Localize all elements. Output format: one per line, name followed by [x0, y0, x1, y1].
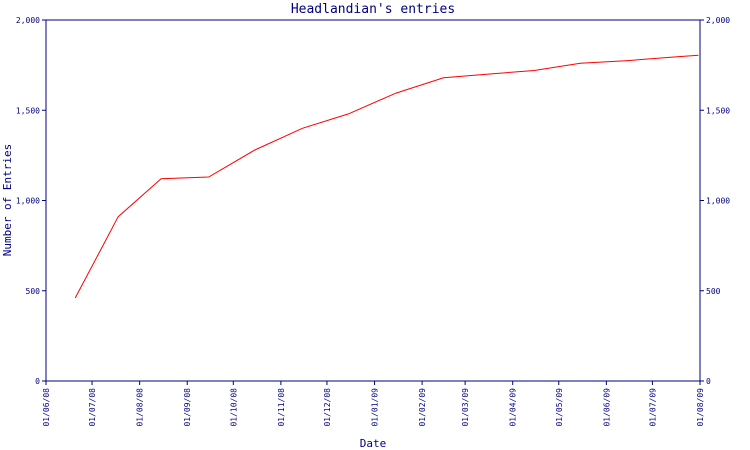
- y-tick-label-right: 1,000: [706, 197, 730, 206]
- x-axis-title: Date: [360, 437, 387, 450]
- y-tick-label-right: 1,500: [706, 106, 730, 115]
- x-tick-label: 01/11/08: [277, 388, 286, 427]
- x-tick-label: 01/07/09: [648, 388, 657, 427]
- y-axis-left: 0 500 1,000 1,500 2,000: [16, 16, 46, 386]
- x-tick-label: 01/06/09: [602, 388, 611, 427]
- x-tick-label: 01/07/08: [88, 388, 97, 427]
- x-tick-label: 01/09/08: [183, 388, 192, 427]
- y-tick-label-left: 1,500: [16, 106, 40, 115]
- y-tick-label-left: 0: [35, 377, 40, 386]
- x-tick-label: 01/06/08: [42, 388, 51, 427]
- y-tick-label-right: 0: [706, 377, 711, 386]
- x-tick-label: 01/08/08: [136, 388, 145, 427]
- x-axis: 01/06/08 01/07/08 01/08/08 01/09/08 01/10/08…: [42, 381, 705, 427]
- series-line: [74, 54, 699, 299]
- y-tick-label-right: 2,000: [706, 16, 730, 25]
- x-tick-label: 01/12/08: [323, 388, 332, 427]
- x-tick-label: 01/08/09: [696, 388, 705, 427]
- x-tick-label: 01/02/09: [418, 388, 427, 427]
- x-tick-label: 01/05/09: [555, 388, 564, 427]
- series-layer: [74, 54, 699, 299]
- x-tick-label: 01/10/08: [229, 388, 238, 427]
- y-axis-title: Number of Entries: [1, 144, 14, 257]
- y-tick-label-left: 1,000: [16, 197, 40, 206]
- chart-title: Headlandian's entries: [291, 2, 455, 17]
- y-tick-label-right: 500: [706, 287, 721, 296]
- plot-area-frame: [45, 19, 701, 382]
- x-tick-label: 01/03/09: [461, 388, 470, 427]
- y-tick-label-left: 2,000: [16, 16, 40, 25]
- x-tick-label: 01/04/09: [509, 388, 518, 427]
- x-tick-label: 01/01/09: [371, 388, 380, 427]
- y-tick-label-left: 500: [26, 287, 41, 296]
- y-axis-right: 0 500 1,000 1,500 2,000: [700, 16, 730, 386]
